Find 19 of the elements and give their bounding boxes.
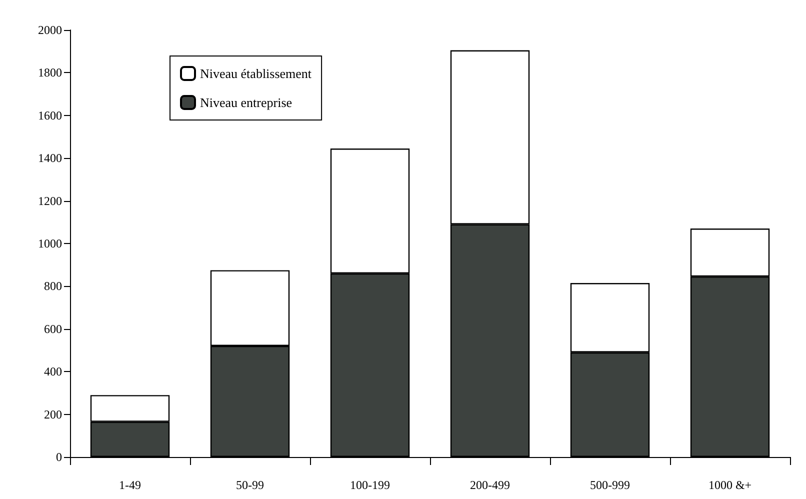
- y-tick-label: 200: [44, 407, 62, 422]
- x-tick-label: 200-499: [470, 478, 510, 492]
- x-tick-label: 50-99: [236, 478, 264, 492]
- x-tick-label: 1-49: [119, 478, 141, 492]
- y-tick-label: 2000: [38, 23, 62, 37]
- y-tick-label: 800: [44, 279, 62, 294]
- y-tick-label: 1200: [38, 194, 62, 208]
- y-tick-label: 1000: [38, 236, 62, 250]
- y-tick-label: 1400: [38, 151, 62, 166]
- legend-label: Niveau établissement: [200, 66, 312, 81]
- legend-label: Niveau entreprise: [200, 95, 292, 110]
- y-tick-label: 600: [44, 322, 62, 336]
- y-tick-label: 400: [44, 364, 62, 379]
- y-tick-label: 1800: [38, 66, 62, 80]
- x-tick-label: 100-199: [350, 478, 390, 492]
- y-tick-label: 0: [56, 450, 62, 464]
- x-tick-label: 1000 &+: [708, 478, 752, 492]
- x-tick-label: 500-999: [590, 478, 630, 492]
- y-tick-label: 1600: [38, 108, 62, 122]
